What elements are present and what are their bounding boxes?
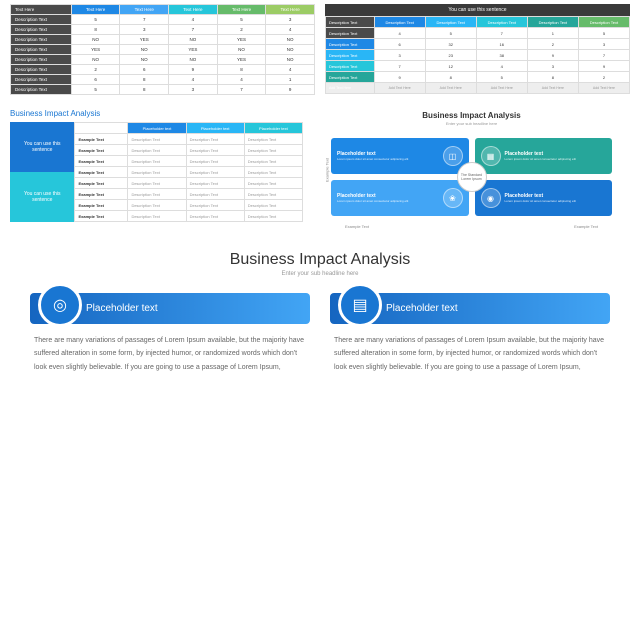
quadrant-card: ◫ Placeholder textLorem ipsum dolor sit …: [331, 138, 469, 174]
data-table-3: Placeholder textPlaceholder textPlacehol…: [74, 122, 303, 222]
table-banner: You can use this sentence: [325, 4, 630, 16]
card-body: There are many variations of passages of…: [30, 334, 310, 374]
card-icon: ◉: [481, 188, 501, 208]
quadrant-card: ▦ Placeholder textLorem ipsum dolor sit …: [475, 138, 613, 174]
slide-2-table: You can use this sentence Description Te…: [325, 4, 630, 95]
slide-4-quadrant: Business Impact Analysis Enter your sub …: [313, 103, 630, 237]
card-icon: ▦: [481, 146, 501, 166]
card-header: ▤Placeholder text: [330, 293, 610, 324]
quadrant-card: ❀ Placeholder textLorem ipsum dolor sit …: [331, 180, 469, 216]
quadrant-grid: ◫ Placeholder textLorem ipsum dolor sit …: [325, 132, 618, 222]
data-table-1: Text HereText HereText HereText HereText…: [10, 4, 315, 95]
card-icon: ❀: [443, 188, 463, 208]
x-axis-left: Example Text: [345, 224, 369, 229]
slide-1-table: Text HereText HereText HereText HereText…: [10, 4, 315, 95]
card-icon: ◎: [38, 283, 82, 327]
slide-subtitle: Enter your sub headline here: [325, 121, 618, 126]
card-icon: ◫: [443, 146, 463, 166]
card-row: ◎Placeholder text There are many variati…: [30, 293, 610, 374]
center-label: The Standard Lorem Ipsum: [457, 162, 487, 192]
main-subtitle: Enter your sub headline here: [30, 271, 610, 277]
slide-title: Business Impact Analysis: [10, 109, 303, 118]
slide-5: Business Impact Analysis Enter your sub …: [0, 241, 640, 384]
card-body: There are many variations of passages of…: [330, 334, 610, 374]
quadrant-card: ◉ Placeholder textLorem ipsum dolor sit …: [475, 180, 613, 216]
x-axis-right: Example Text: [574, 224, 598, 229]
slide-title: Business Impact Analysis: [325, 111, 618, 120]
data-table-2: Description TextDescription TextDescript…: [325, 16, 630, 94]
main-title: Business Impact Analysis: [30, 251, 610, 269]
info-card: ◎Placeholder text There are many variati…: [30, 293, 310, 374]
card-header: ◎Placeholder text: [30, 293, 310, 324]
slide-3: Business Impact Analysis You can use thi…: [10, 103, 303, 237]
info-card: ▤Placeholder text There are many variati…: [330, 293, 610, 374]
card-icon: ▤: [338, 283, 382, 327]
left-callouts: You can use this sentenceYou can use thi…: [10, 122, 74, 222]
